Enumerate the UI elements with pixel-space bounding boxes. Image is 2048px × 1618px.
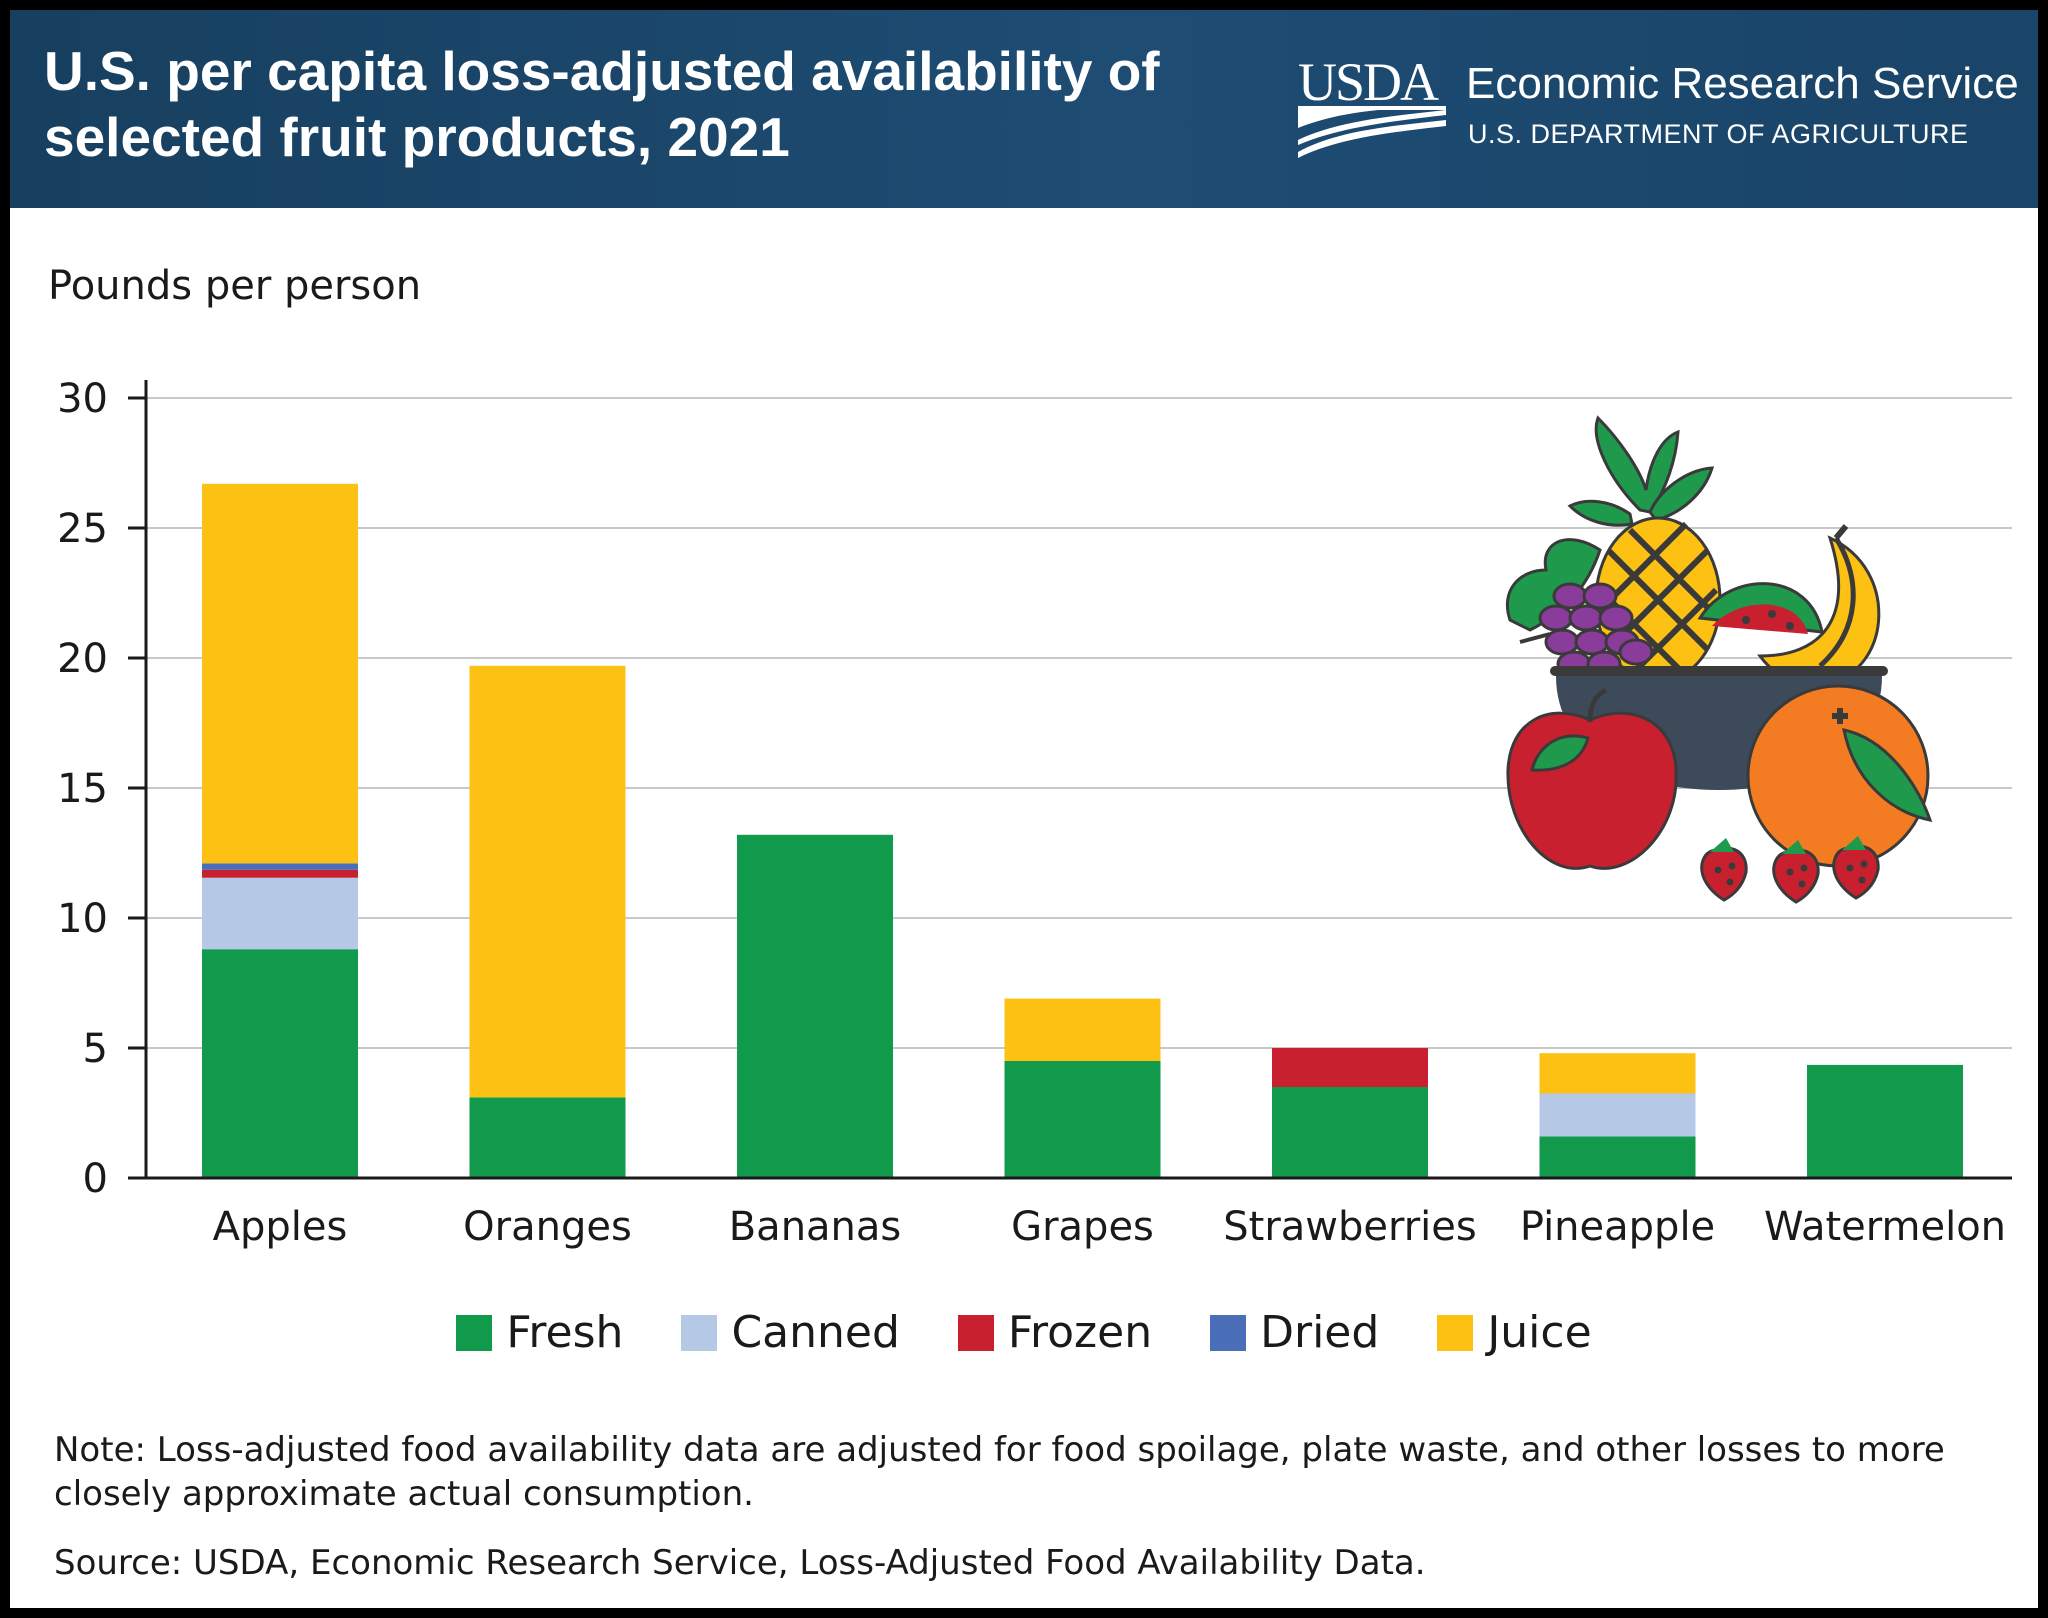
- legend-label-fresh: Fresh: [506, 1307, 624, 1358]
- bar-segment-juice: [202, 483, 358, 864]
- y-axis-unit-label: Pounds per person: [48, 263, 422, 309]
- agency-department: U.S. DEPARTMENT OF AGRICULTURE: [1468, 119, 1969, 149]
- legend-item-fresh: Fresh: [456, 1306, 623, 1360]
- usda-swoosh-icon: [1298, 106, 1446, 158]
- x-tick-label: Apples: [213, 1204, 348, 1250]
- bar-segment-fresh: [1807, 1064, 1963, 1178]
- legend-item-juice: Juice: [1437, 1306, 1592, 1360]
- legend-item-canned: Canned: [681, 1306, 900, 1360]
- bar-segment-canned: [1539, 1093, 1696, 1137]
- legend-swatch-dried: [1210, 1315, 1247, 1351]
- tick-labels: 0 5 10 15 20 25 30 Apples Oranges Bananas Grapes St…: [57, 376, 2006, 1250]
- legend: Fresh Canned Frozen Dried Juice: [10, 1306, 2038, 1360]
- bar-segment-fresh: [737, 834, 893, 1178]
- usda-logo-text: USDA: [1298, 52, 1439, 112]
- header-banner: U.S. per capita loss-adjusted availabili…: [10, 10, 2038, 208]
- x-tick-label: Bananas: [729, 1204, 902, 1250]
- bar-segment-juice: [1004, 998, 1161, 1061]
- footnote-note: Note: Loss-adjusted food availability da…: [54, 1430, 1945, 1514]
- legend-swatch-juice: [1437, 1315, 1474, 1351]
- bar-segment-frozen: [1272, 1048, 1428, 1087]
- y-tick-label: 10: [57, 896, 108, 942]
- bar-segment-juice: [1539, 1053, 1696, 1094]
- legend-label-canned: Canned: [731, 1307, 900, 1358]
- legend-swatch-frozen: [957, 1315, 994, 1351]
- usda-logo: USDA: [1298, 54, 1448, 164]
- bar-segment-fresh: [469, 1097, 626, 1178]
- y-tick-label: 25: [57, 506, 108, 552]
- chart-title: U.S. per capita loss-adjusted availabili…: [44, 40, 1160, 168]
- x-tick-label: Watermelon: [1764, 1204, 2006, 1250]
- bars: [202, 483, 1963, 1178]
- agency-name: Economic Research Service: [1466, 59, 2019, 108]
- y-tick-label: 0: [83, 1156, 108, 1202]
- footnote-source: Source: USDA, Economic Research Service,…: [54, 1543, 1426, 1583]
- bar-segment-frozen: [202, 869, 358, 878]
- legend-swatch-canned: [681, 1315, 718, 1351]
- legend-item-frozen: Frozen: [957, 1306, 1153, 1360]
- legend-label-dried: Dried: [1260, 1307, 1380, 1358]
- x-tick-label: Oranges: [463, 1204, 632, 1250]
- y-tick-label: 15: [57, 766, 108, 812]
- bar-segment-fresh: [202, 949, 358, 1178]
- legend-swatch-fresh: [456, 1315, 493, 1351]
- axes: [128, 380, 2012, 1180]
- bar-segment-fresh: [1004, 1061, 1161, 1178]
- legend-item-dried: Dried: [1210, 1306, 1379, 1360]
- fruit-basket-icon: [1505, 415, 1933, 904]
- x-tick-label: Strawberries: [1223, 1204, 1477, 1250]
- bar-segment-fresh: [1272, 1087, 1428, 1178]
- x-tick-label: Grapes: [1011, 1204, 1154, 1250]
- x-tick-label: Pineapple: [1520, 1204, 1715, 1250]
- y-tick-label: 30: [57, 376, 108, 422]
- bar-segment-juice: [469, 665, 626, 1098]
- legend-label-frozen: Frozen: [1007, 1307, 1153, 1358]
- bar-segment-dried: [202, 863, 358, 870]
- bar-segment-canned: [202, 877, 358, 950]
- y-tick-label: 5: [83, 1026, 108, 1072]
- y-tick-label: 20: [57, 636, 108, 682]
- legend-label-juice: Juice: [1487, 1307, 1592, 1358]
- bar-segment-fresh: [1539, 1136, 1696, 1178]
- bar-chart: 0 5 10 15 20 25 30 Apples Oranges Bananas Grapes St…: [57, 376, 2012, 1250]
